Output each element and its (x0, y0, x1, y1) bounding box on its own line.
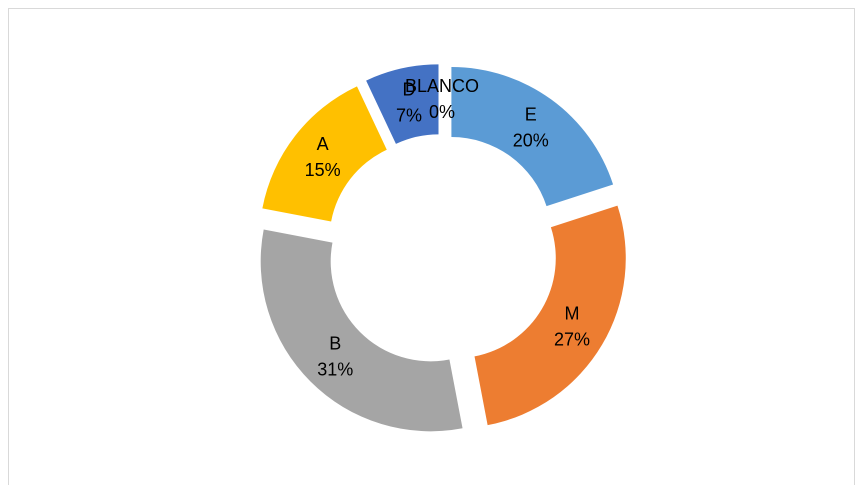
data-label-value: 7% (396, 105, 422, 125)
data-label-value: 31% (317, 360, 353, 380)
donut-segment (451, 67, 614, 207)
donut-segment (474, 205, 626, 426)
data-label-value: 15% (305, 160, 341, 180)
donut-segment (262, 86, 387, 222)
data-label-value: 20% (513, 131, 549, 151)
data-label-value: 0% (429, 102, 455, 122)
data-label-name: D (403, 79, 416, 99)
donut-segment (366, 64, 439, 144)
data-label-name: B (329, 334, 341, 354)
donut-segment (260, 229, 463, 432)
data-label-name: E (525, 105, 537, 125)
data-label-value: 27% (554, 330, 590, 350)
data-label-name: BLANCO (405, 76, 479, 96)
data-label-name: M (564, 304, 579, 324)
data-label-name: A (317, 134, 329, 154)
